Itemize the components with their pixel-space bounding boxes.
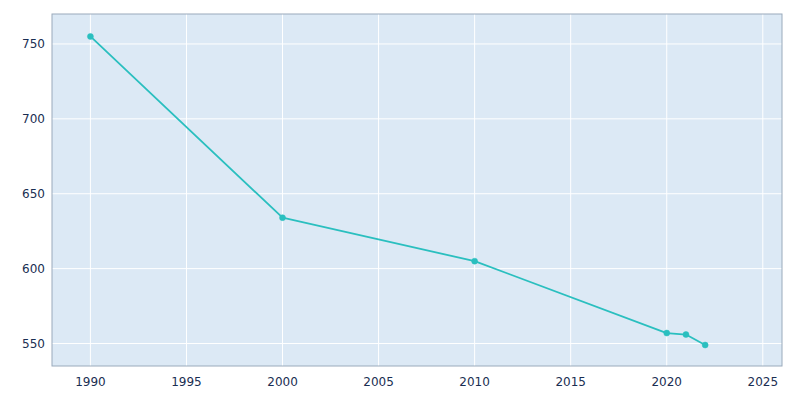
x-tick-label: 2000 [267,375,298,389]
grid-line-x [90,14,91,366]
grid-line-y [52,43,782,44]
grid-line-x [762,14,763,366]
y-tick-label: 750 [22,37,45,51]
data-group [87,33,708,348]
grid-line-y [52,268,782,269]
x-tick-label: 2010 [459,375,490,389]
grid-line-y [52,193,782,194]
grid-line-y [52,343,782,344]
grid-line-x [570,14,571,366]
y-tick-label: 700 [22,112,45,126]
x-tick-label: 1990 [75,375,106,389]
point [280,215,286,221]
grid-line-x [282,14,283,366]
x-tick-label: 2005 [363,375,394,389]
x-tick-label: 2025 [748,375,779,389]
plot-frame [52,14,782,366]
grid [52,14,782,366]
point [683,332,689,338]
y-tick-label: 650 [22,187,45,201]
point [87,33,93,39]
y-tick-label: 550 [22,337,45,351]
grid-line-y [52,118,782,119]
point [472,258,478,264]
y-tick-label: 600 [22,262,45,276]
x-tick-label: 2015 [555,375,586,389]
x-tick-label: 1995 [171,375,202,389]
grid-line-x [378,14,379,366]
point [702,342,708,348]
grid-line-x [474,14,475,366]
point [664,330,670,336]
x-tick-label: 2020 [651,375,682,389]
grid-line-x [186,14,187,366]
plot-background [52,14,782,366]
grid-line-x [666,14,667,366]
line [90,36,705,345]
chart: 1990 1995 2000 2005 2010 2015 2020 2025 550 600 65… [0,0,800,400]
